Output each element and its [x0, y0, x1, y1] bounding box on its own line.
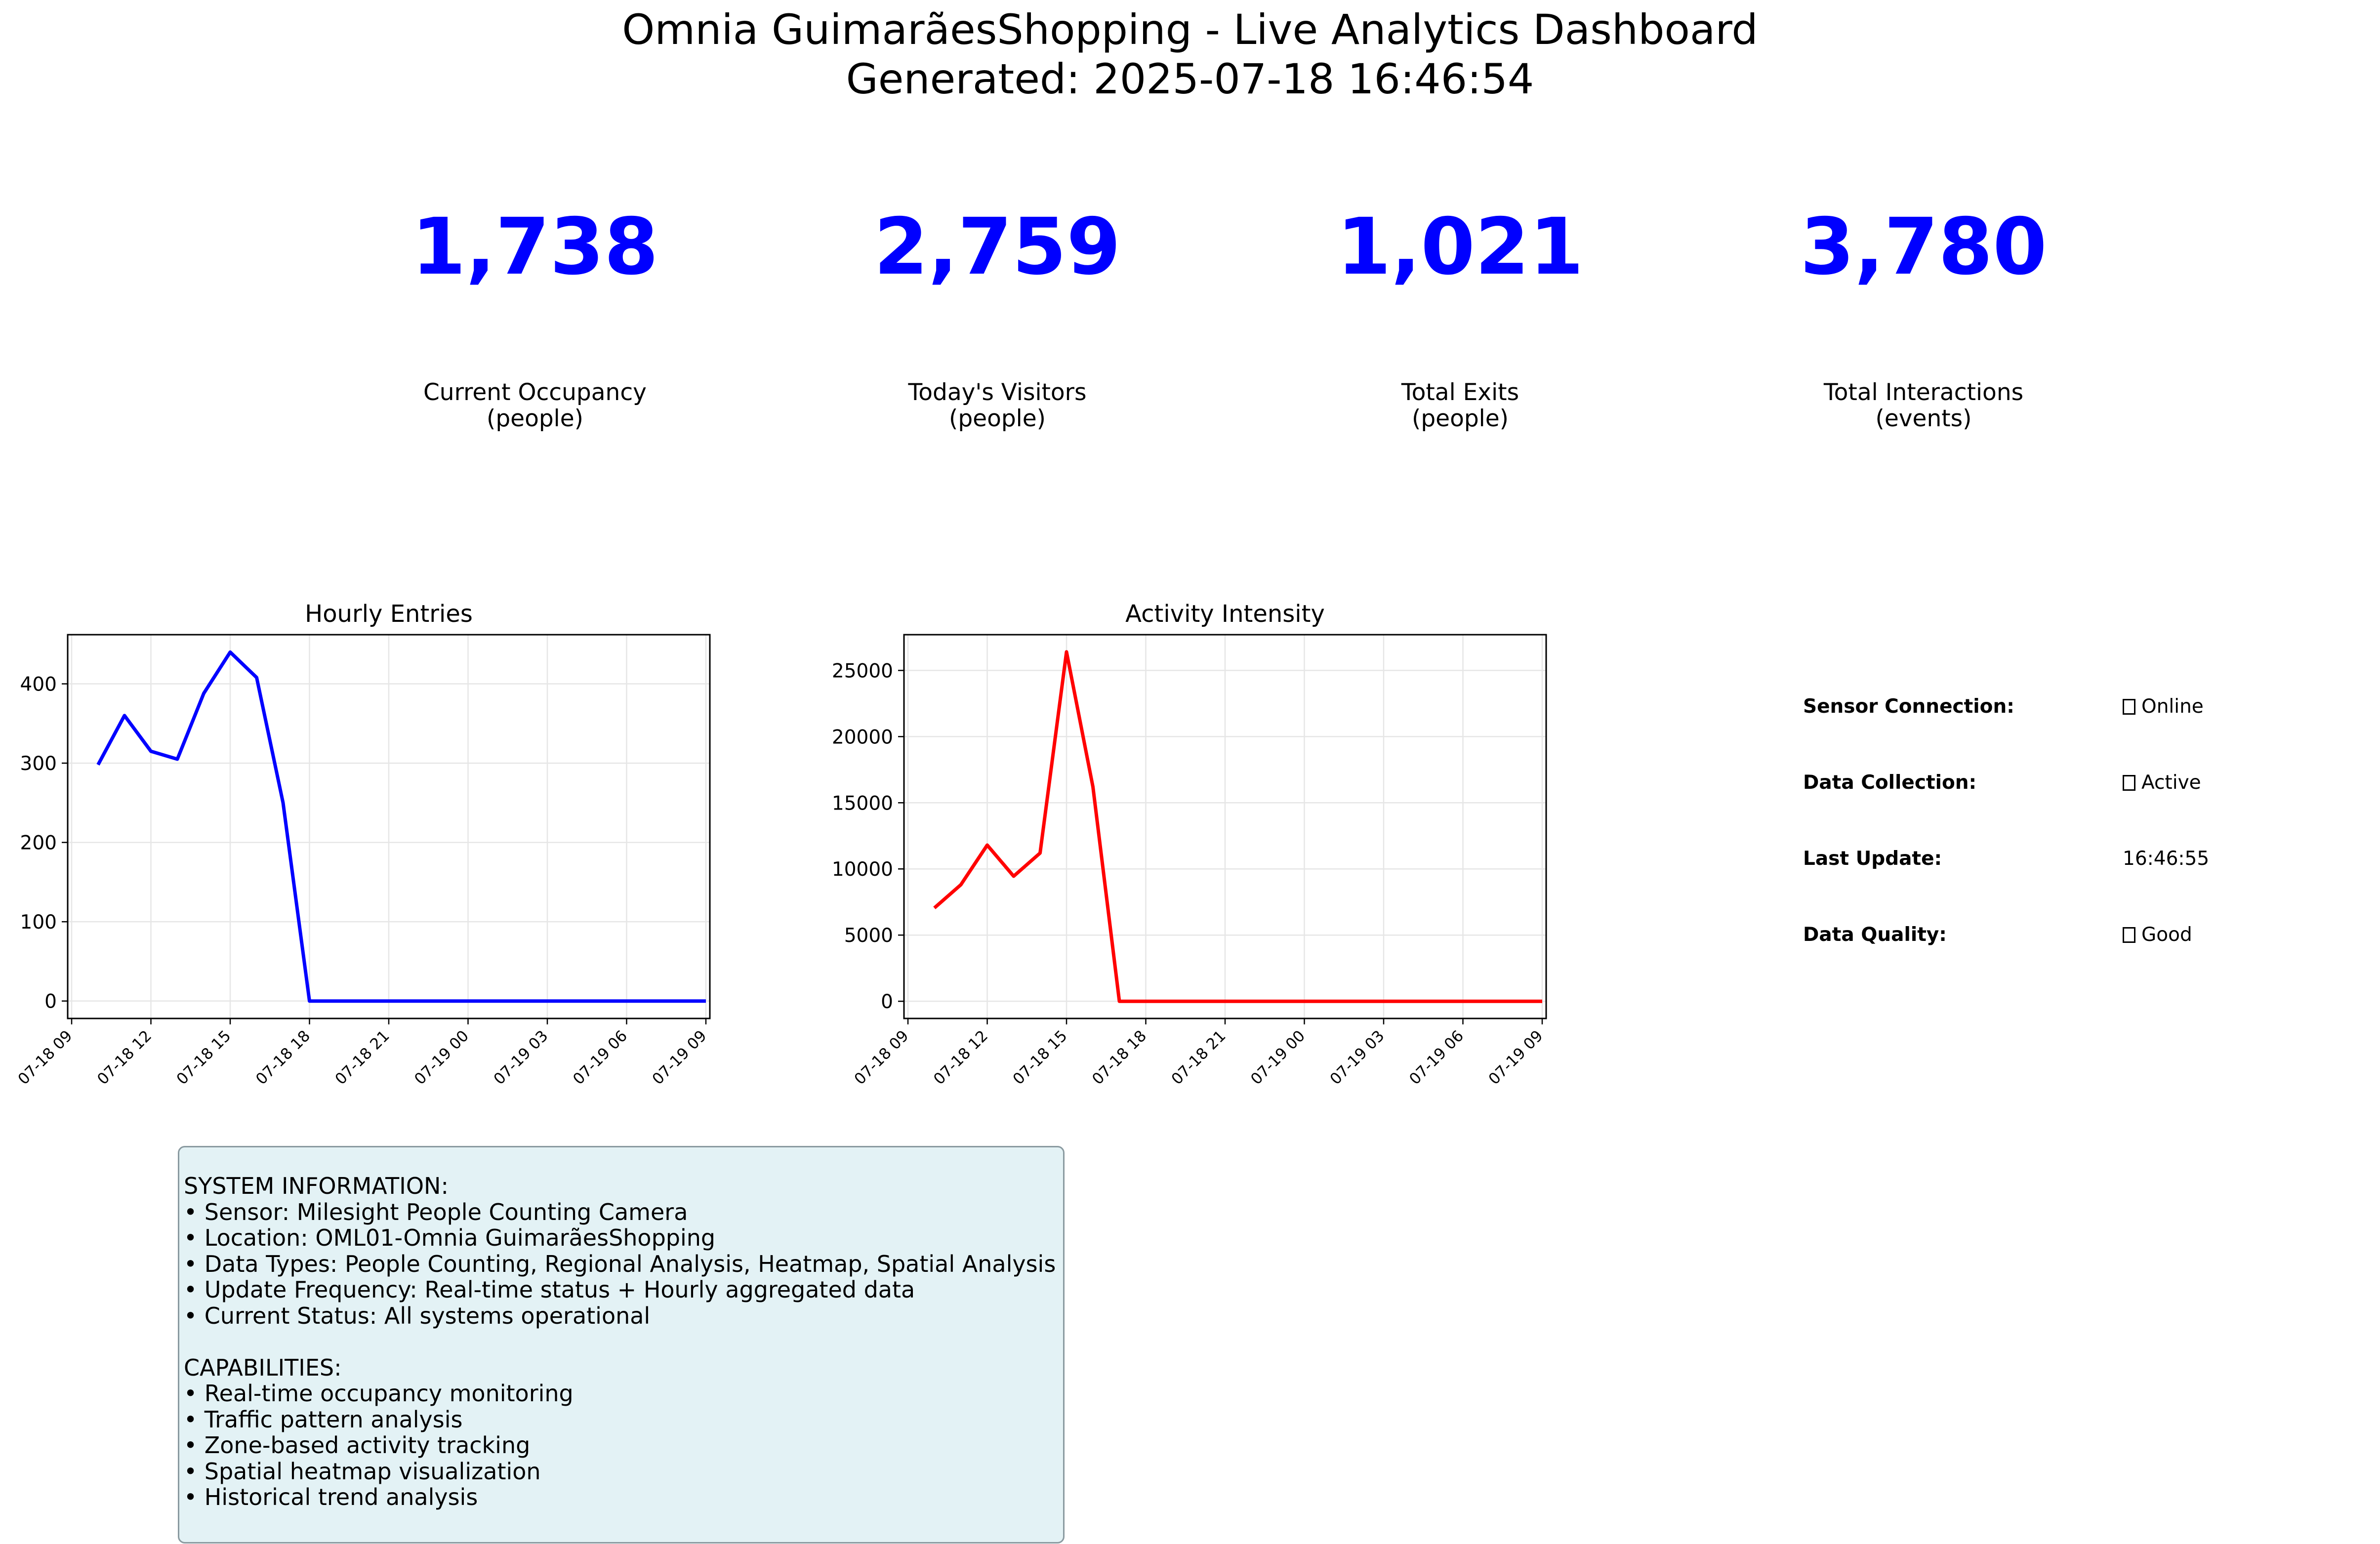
status-value-text: Good — [2141, 924, 2192, 946]
kpi-unit-text: (people) — [487, 405, 583, 432]
kpi-label-visitors: Today's Visitors (people) — [824, 379, 1170, 432]
x-tick-label: 07-19 09 — [1485, 1027, 1547, 1088]
status-value-sensor-connection: Online — [2123, 695, 2204, 718]
y-tick-label: 5000 — [844, 925, 893, 947]
x-tick-label: 07-18 18 — [252, 1027, 314, 1088]
x-tick-label: 07-18 15 — [1010, 1027, 1071, 1088]
status-label-data-quality: Data Quality: — [1803, 924, 1947, 946]
missing-glyph-icon — [2123, 927, 2135, 943]
y-tick-label: 200 — [20, 832, 57, 854]
page-title: Omnia GuimarãesShopping - Live Analytics… — [622, 5, 1758, 54]
x-tick-label: 07-19 06 — [1406, 1027, 1467, 1088]
status-label-sensor-connection: Sensor Connection: — [1803, 695, 2014, 718]
x-tick-label: 07-18 18 — [1089, 1027, 1150, 1088]
status-value-data-quality: Good — [2123, 924, 2192, 946]
chart-title-activity-intensity: Activity Intensity — [1125, 600, 1325, 628]
y-tick-label: 25000 — [832, 660, 893, 682]
plot-frame — [903, 634, 1547, 1019]
x-tick-label: 07-19 03 — [491, 1027, 552, 1088]
y-tick-label: 400 — [20, 674, 57, 696]
y-tick-label: 300 — [20, 753, 57, 775]
status-label-data-collection: Data Collection: — [1803, 772, 1977, 794]
x-tick-label: 07-18 12 — [930, 1027, 991, 1088]
x-tick-label: 07-19 00 — [1247, 1027, 1309, 1088]
y-tick-label: 15000 — [832, 792, 893, 814]
system-info-box — [178, 1146, 1065, 1544]
system-info-text: SYSTEM INFORMATION: • Sensor: Milesight … — [184, 1173, 1056, 1510]
status-value-last-update: 16:46:55 — [2123, 848, 2210, 870]
y-tick-label: 100 — [20, 911, 57, 934]
x-tick-label: 07-19 00 — [411, 1027, 472, 1088]
kpi-label-text: Total Exits — [1401, 379, 1519, 406]
status-value-text: Active — [2141, 772, 2201, 794]
chart-title-hourly-entries: Hourly Entries — [305, 600, 473, 628]
status-label-last-update: Last Update: — [1803, 848, 1942, 870]
x-tick-label: 07-18 21 — [1168, 1027, 1230, 1088]
kpi-value-occupancy: 1,738 — [411, 202, 658, 292]
status-value-text: Online — [2141, 695, 2204, 718]
x-tick-label: 07-18 15 — [173, 1027, 235, 1088]
kpi-label-exits: Total Exits (people) — [1287, 379, 1633, 432]
kpi-unit-text: (events) — [1875, 405, 1972, 432]
status-value-data-collection: Active — [2123, 772, 2201, 794]
kpi-unit-text: (people) — [1412, 405, 1509, 432]
kpi-value-interactions: 3,780 — [1800, 202, 2047, 292]
missing-glyph-icon — [2123, 699, 2135, 715]
x-tick-label: 07-19 06 — [570, 1027, 631, 1088]
chart-hourly-entries: 07-18 09 07-18 12 07-18 15 07-18 18 07-18 21… — [15, 634, 711, 1088]
y-tick-label: 10000 — [832, 858, 893, 881]
kpi-label-text: Current Occupancy — [423, 379, 647, 406]
kpi-label-occupancy: Current Occupancy (people) — [362, 379, 708, 432]
kpi-value-visitors: 2,759 — [874, 202, 1121, 292]
x-tick-label: 07-18 21 — [332, 1027, 393, 1088]
kpi-value-exits: 1,021 — [1337, 202, 1584, 292]
x-tick-label: 07-19 09 — [649, 1027, 710, 1088]
kpi-label-text: Total Interactions — [1823, 379, 2024, 406]
x-tick-label: 07-19 03 — [1327, 1027, 1388, 1088]
y-tick-label: 20000 — [832, 726, 893, 748]
kpi-unit-text: (people) — [949, 405, 1046, 432]
missing-glyph-icon — [2123, 775, 2135, 791]
x-tick-label: 07-18 12 — [94, 1027, 155, 1088]
kpi-label-text: Today's Visitors — [908, 379, 1087, 406]
chart-activity-intensity: 07-18 09 07-18 12 07-18 15 07-18 18 07-18 21… — [832, 634, 1547, 1088]
x-tick-label: 07-18 09 — [15, 1027, 76, 1088]
y-tick-label: 0 — [44, 991, 57, 1013]
generated-timestamp: Generated: 2025-07-18 16:46:54 — [846, 55, 1534, 103]
series-line — [96, 650, 706, 1003]
y-tick-label: 0 — [881, 991, 893, 1013]
dashboard-title: Omnia GuimarãesShopping - Live Analytics… — [0, 5, 2380, 104]
series-line — [933, 650, 1542, 1003]
x-tick-label: 07-18 09 — [851, 1027, 912, 1088]
kpi-label-interactions: Total Interactions (events) — [1751, 379, 2096, 432]
plot-frame — [67, 634, 711, 1019]
